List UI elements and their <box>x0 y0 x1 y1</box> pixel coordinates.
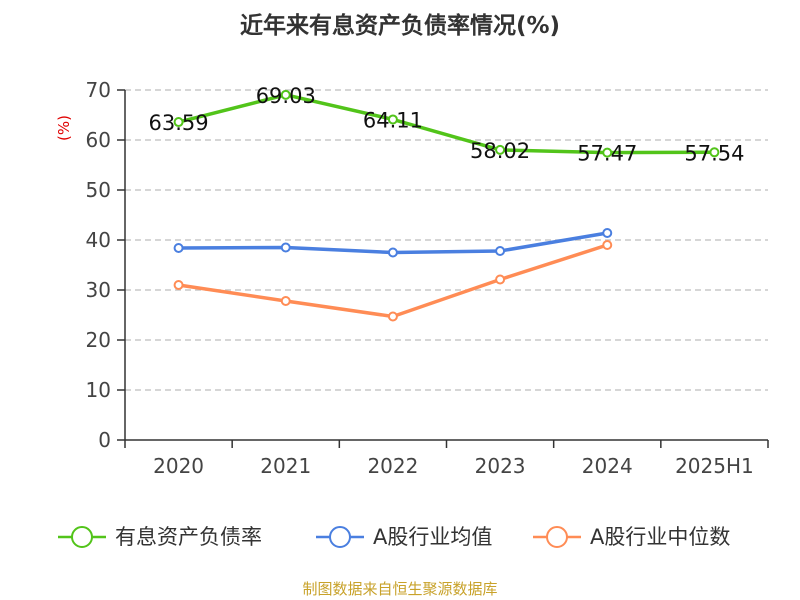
data-point <box>387 247 398 258</box>
data-point <box>495 144 506 155</box>
legend-label: A股行业中位数 <box>590 525 730 549</box>
x-tick-label: 2022 <box>367 454 418 478</box>
data-label: 64.11 <box>363 108 423 132</box>
x-tick-label: 2023 <box>475 454 526 478</box>
y-tick-label: 30 <box>86 278 111 302</box>
y-tick-label: 70 <box>86 78 111 102</box>
x-tick-label: 2024 <box>582 454 633 478</box>
legend-marker <box>329 526 351 548</box>
data-point <box>173 243 184 253</box>
legend-marker <box>546 526 568 548</box>
data-point <box>173 117 184 128</box>
data-point <box>709 147 720 158</box>
data-label: 57.54 <box>684 141 744 165</box>
data-point <box>173 280 184 290</box>
data-point <box>495 274 506 285</box>
data-point <box>280 89 291 100</box>
y-tick-label: 10 <box>86 378 111 402</box>
x-tick-label: 2025H1 <box>675 454 754 478</box>
data-label: 58.02 <box>470 139 530 163</box>
data-label: 63.59 <box>149 111 209 135</box>
data-point <box>602 147 613 158</box>
data-point <box>387 114 398 125</box>
y-tick-label: 20 <box>86 328 111 352</box>
series-line-0 <box>178 93 715 155</box>
legend-label: 有息资产负债率 <box>115 525 262 549</box>
y-axis-label: (%) <box>55 115 73 141</box>
y-tick-label: 50 <box>86 178 111 202</box>
data-point <box>387 311 398 322</box>
data-label: 69.03 <box>256 84 316 108</box>
chart-title: 近年来有息资产负债率情况(%) <box>239 13 561 39</box>
data-point <box>602 228 613 238</box>
y-tick-label: 40 <box>86 228 111 252</box>
x-tick-label: 2021 <box>260 454 311 478</box>
legend-marker <box>71 526 93 548</box>
data-point <box>495 246 506 256</box>
y-tick-label: 60 <box>86 128 111 152</box>
data-point <box>602 240 613 250</box>
y-tick-label: 0 <box>98 428 111 452</box>
data-label: 57.47 <box>577 142 637 166</box>
x-tick-label: 2020 <box>153 454 204 478</box>
source-note: 制图数据来自恒生聚源数据库 <box>302 580 498 598</box>
legend-label: A股行业均值 <box>373 525 492 549</box>
data-point <box>280 242 291 253</box>
data-point <box>280 296 291 306</box>
